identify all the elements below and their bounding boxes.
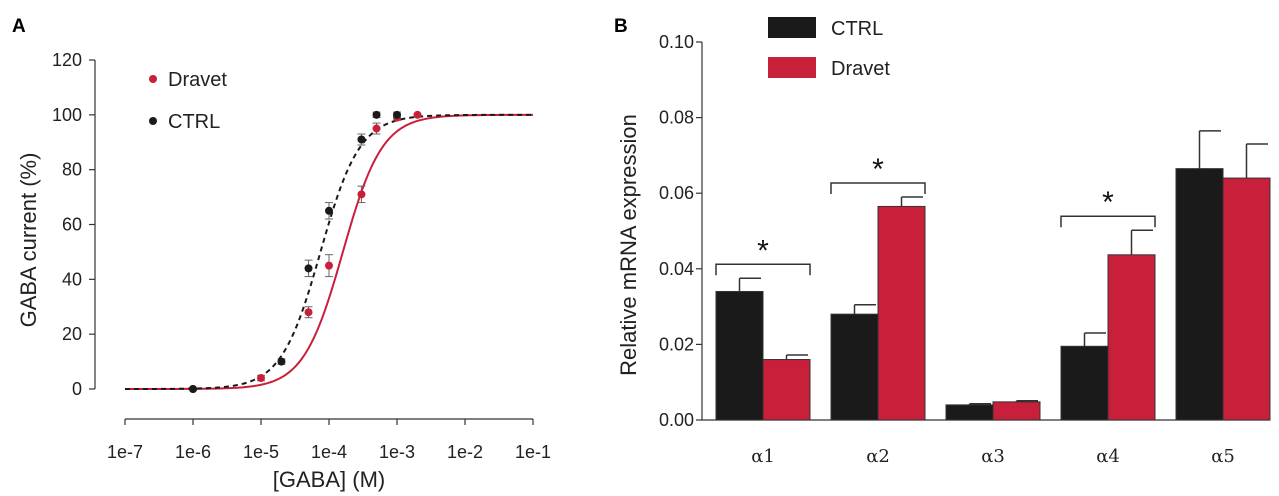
legend-dravet-label: Dravet (168, 69, 227, 91)
data-point-ctrl (325, 206, 333, 215)
data-point-ctrl (372, 110, 381, 119)
chart-b-ytick-label: 0.04 (659, 259, 694, 279)
panel-a-letter: A (12, 16, 26, 37)
significance-bracket (1060, 215, 1156, 228)
chart-a-ytick-label: 100 (52, 105, 82, 125)
legend-ctrl-text: CTRL (831, 18, 883, 40)
bar-ctrl (830, 313, 879, 421)
data-point-ctrl (189, 385, 197, 393)
data-point-ctrl (357, 135, 366, 144)
chart-a-xtick-label: 1e-2 (447, 442, 483, 462)
significance-star: * (757, 234, 769, 267)
chart-b-category-label: α4 (1096, 446, 1120, 467)
significance-bracket (715, 263, 811, 276)
bar-ctrl (1060, 345, 1109, 421)
chart-b-ytick-label: 0.06 (659, 183, 694, 203)
chart-a-xtick-label: 1e-4 (311, 442, 347, 462)
data-point-dravet (257, 374, 265, 383)
significance-star: * (872, 153, 884, 186)
chart-b-category-label: α5 (1211, 446, 1235, 467)
legend-dravet-swatch (768, 57, 816, 78)
chart-b-ytick-label: 0.10 (659, 32, 694, 52)
legend-ctrl-swatch (768, 17, 816, 38)
chart-a-ytick-label: 40 (62, 269, 82, 289)
chart-b-ytick-label: 0.02 (659, 334, 694, 354)
panel-b-letter: B (614, 16, 628, 37)
chart-b-ytick-label: 0.00 (659, 410, 694, 430)
bar-dravet (1222, 177, 1271, 421)
chart-a-ytick-label: 120 (52, 50, 82, 70)
bar-dravet (992, 401, 1041, 421)
legend-ctrl-label: CTRL (168, 111, 220, 133)
data-point-dravet (357, 190, 366, 199)
chart-a-xlabel: [GABA] (M) (273, 467, 385, 492)
fit-curve-dravet (125, 113, 533, 390)
chart-a-ytick-label: 80 (62, 160, 82, 180)
legend-ctrl-marker (149, 117, 157, 125)
chart-b-category-label: α2 (866, 446, 890, 467)
bar-dravet (877, 205, 926, 421)
bar-dravet (1107, 254, 1156, 421)
chart-a-ytick-label: 0 (72, 379, 82, 399)
chart-b-ytick-label: 0.08 (659, 108, 694, 128)
mrna-bar-chart: Relative mRNA expression CTRL Dravet 0.0… (616, 17, 1271, 467)
chart-b-category-label: α1 (751, 446, 775, 467)
chart-a-ytick-label: 60 (62, 215, 82, 235)
bar-ctrl (945, 404, 994, 421)
data-point-dravet (304, 308, 313, 317)
data-point-ctrl (304, 264, 313, 273)
significance-bracket (830, 182, 926, 194)
bar-dravet (762, 359, 811, 421)
data-point-ctrl (393, 110, 401, 119)
chart-a-xtick-label: 1e-6 (175, 442, 211, 462)
chart-b-category-label: α3 (981, 446, 1005, 467)
data-point-dravet (325, 261, 333, 270)
data-point-ctrl (277, 357, 286, 366)
significance-star: * (1102, 186, 1114, 219)
chart-a-xtick-label: 1e-3 (379, 442, 415, 462)
chart-a-xtick-label: 1e-1 (515, 442, 551, 462)
chart-a-legend: Dravet CTRL (149, 69, 227, 133)
bar-ctrl (1175, 168, 1224, 421)
data-point-dravet (372, 124, 381, 133)
data-point-dravet (413, 110, 422, 119)
chart-b-legend: CTRL Dravet (768, 17, 890, 80)
fit-curve-ctrl (125, 113, 533, 390)
chart-a-xtick-label: 1e-5 (243, 442, 279, 462)
chart-a-xtick-label: 1e-7 (107, 442, 143, 462)
legend-dravet-marker (149, 75, 157, 83)
legend-dravet-text: Dravet (831, 58, 890, 80)
chart-b-ylabel: Relative mRNA expression (616, 114, 641, 376)
chart-a-ylabel: GABA current (%) (16, 153, 41, 328)
bar-ctrl (715, 290, 764, 421)
dose-response-chart: GABA current (%) [GABA] (M) Dravet CTRL … (16, 50, 551, 492)
chart-a-ytick-label: 20 (62, 324, 82, 344)
